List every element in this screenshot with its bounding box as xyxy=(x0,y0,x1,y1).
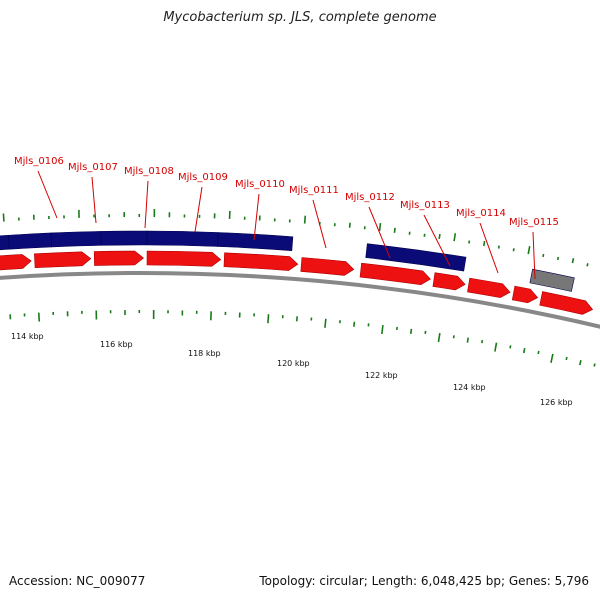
gene-label: Mjls_0113 xyxy=(400,200,450,211)
gc-tick xyxy=(453,233,457,242)
reverse-gene-block xyxy=(0,234,10,251)
gene-leader-line xyxy=(532,231,536,280)
gc-tick xyxy=(378,222,382,232)
forward-strand-layer xyxy=(0,250,594,315)
gc-tick xyxy=(527,246,531,255)
coordinate-tick-label: 126 kbp xyxy=(540,398,573,407)
backbone-circle xyxy=(0,271,600,329)
gc-tick xyxy=(586,263,589,267)
gene-leader-line xyxy=(91,176,97,224)
reverse-gene-block xyxy=(146,230,219,247)
gene-label: Mjls_0114 xyxy=(456,208,506,219)
gene-label: Mjls_0106 xyxy=(14,156,64,167)
coordinate-tick-label: 122 kbp xyxy=(365,371,398,380)
gc-tick xyxy=(438,233,441,240)
gc-tick xyxy=(509,345,512,349)
gc-tick xyxy=(481,339,484,344)
gc-tick xyxy=(348,222,351,228)
reverse-gene-block xyxy=(529,268,575,292)
gc-tick xyxy=(522,347,526,354)
genome-summary-text: Topology: circular; Length: 6,048,425 bp… xyxy=(259,574,589,588)
gc-content-layer xyxy=(2,209,596,367)
forward-gene-arrow xyxy=(93,250,144,266)
gc-tick xyxy=(537,350,540,355)
gc-tick xyxy=(593,363,596,367)
forward-gene-arrow xyxy=(34,251,92,269)
accession-text: Accession: NC_009077 xyxy=(9,574,146,588)
backbone-layer xyxy=(0,271,600,329)
forward-gene-arrow xyxy=(146,250,222,267)
gc-tick xyxy=(393,227,396,233)
gene-leader-line xyxy=(37,170,58,219)
tick-label-layer: 114 kbp 116 kbp 118 kbp 120 kbp 122 kbp 124 k… xyxy=(11,332,573,407)
gc-tick xyxy=(550,353,554,363)
gc-tick xyxy=(466,337,470,343)
gene-label: Mjls_0115 xyxy=(509,217,559,228)
gc-tick xyxy=(324,318,327,328)
gene-leader-line xyxy=(194,186,203,233)
forward-gene-arrow xyxy=(0,254,32,271)
gene-label: Mjls_0109 xyxy=(178,172,228,183)
forward-gene-arrow xyxy=(300,257,355,276)
map-title: Mycobacterium sp. JLS, complete genome xyxy=(163,10,437,25)
reverse-gene-block xyxy=(100,230,148,246)
gene-leader-line xyxy=(368,206,391,259)
forward-gene-arrow xyxy=(432,272,466,291)
gc-tick xyxy=(483,240,486,247)
reverse-gene-block xyxy=(217,232,294,252)
forward-gene-arrow xyxy=(223,252,299,271)
gc-tick xyxy=(437,332,441,343)
forward-gene-arrow xyxy=(359,262,431,286)
gc-tick xyxy=(542,253,545,258)
gene-label: Mjls_0110 xyxy=(235,179,285,190)
gc-tick xyxy=(512,248,515,252)
reverse-gene-block xyxy=(365,243,467,272)
gene-leader-line xyxy=(312,199,327,249)
coordinate-tick-label: 116 kbp xyxy=(100,340,133,349)
gc-tick xyxy=(494,342,498,352)
gc-tick xyxy=(303,215,307,224)
reverse-gene-block xyxy=(8,232,52,250)
gc-tick xyxy=(571,258,575,264)
gene-leader-line xyxy=(423,214,451,267)
gene-label-layer: Mjls_0106 Mjls_0107 Mjls_0108 Mjls_0109 Mjls… xyxy=(14,156,559,280)
forward-gene-arrow xyxy=(467,277,511,298)
forward-gene-arrow xyxy=(539,291,594,315)
coordinate-tick-label: 114 kbp xyxy=(11,332,44,341)
gc-tick xyxy=(556,256,560,261)
gc-tick xyxy=(381,325,384,335)
gc-tick xyxy=(565,356,568,361)
gc-tick xyxy=(409,328,413,334)
gc-tick xyxy=(353,321,356,327)
gene-label: Mjls_0108 xyxy=(124,166,174,177)
coordinate-tick-label: 124 kbp xyxy=(453,383,486,392)
gene-label: Mjls_0111 xyxy=(289,185,339,196)
gene-leader-line xyxy=(479,222,499,274)
reverse-gene-block xyxy=(50,231,102,248)
gc-tick xyxy=(497,245,500,249)
reverse-strand-layer xyxy=(0,230,575,292)
coordinate-tick-label: 118 kbp xyxy=(188,349,221,358)
forward-gene-arrow xyxy=(511,285,539,304)
gene-leader-line xyxy=(144,180,149,229)
gene-label: Mjls_0107 xyxy=(68,162,118,173)
gc-tick xyxy=(267,314,270,324)
coordinate-tick-label: 120 kbp xyxy=(277,359,310,368)
gc-tick xyxy=(2,213,5,222)
gene-leader-line xyxy=(253,193,260,241)
gene-label: Mjls_0112 xyxy=(345,192,395,203)
gc-tick xyxy=(578,360,582,366)
